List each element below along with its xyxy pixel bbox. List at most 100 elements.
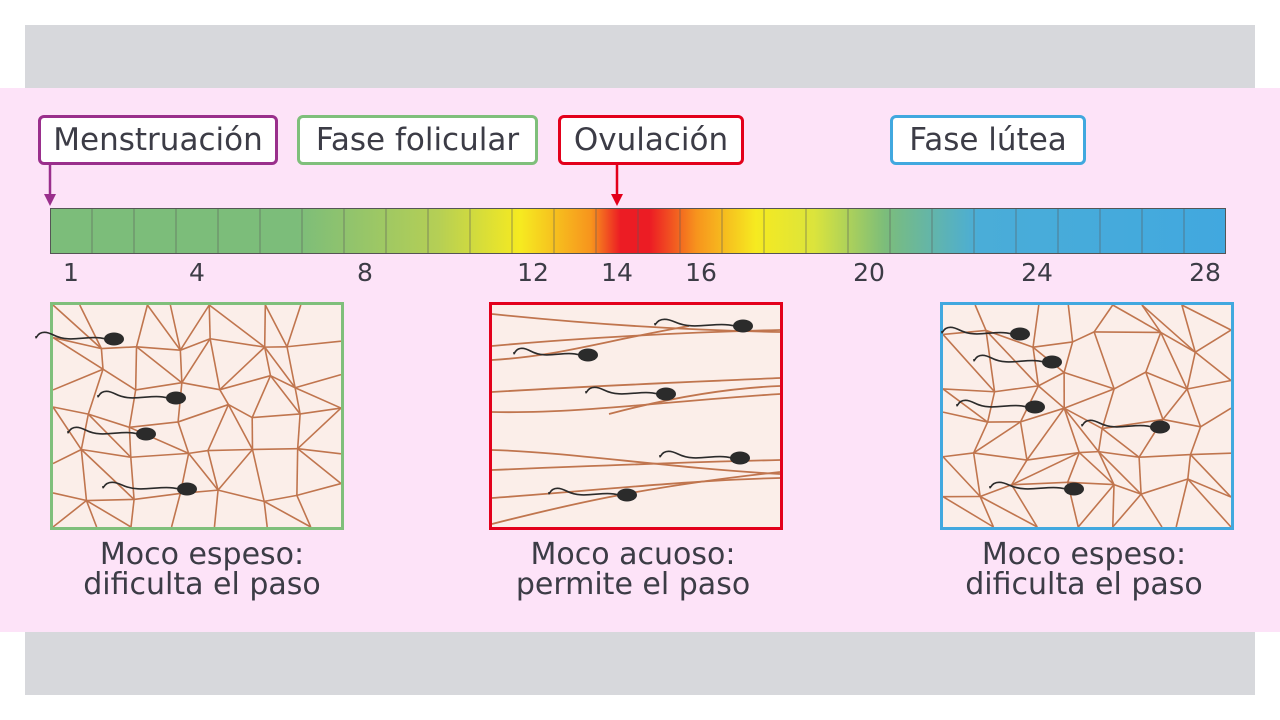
mucus-fiber bbox=[286, 340, 342, 348]
mucus-fiber bbox=[286, 346, 296, 388]
mucus-fiber bbox=[994, 385, 1039, 393]
mucus-fiber bbox=[217, 448, 254, 491]
mucus-fiber bbox=[942, 456, 981, 498]
mucus-fiber bbox=[297, 448, 342, 485]
mucus-fiber bbox=[52, 406, 89, 415]
mucus-fiber bbox=[135, 381, 182, 391]
mucus-panel-thick-right bbox=[940, 302, 1234, 530]
label-ovulacion: Ovulación bbox=[558, 115, 744, 165]
mucus-fiber bbox=[491, 471, 781, 525]
mucus-fiber bbox=[294, 387, 342, 409]
mucus-fiber bbox=[181, 338, 211, 384]
mucus-fiber bbox=[188, 452, 219, 491]
mucus-fiber bbox=[1101, 427, 1140, 458]
mucus-fiber bbox=[52, 406, 82, 450]
mucus-fiber bbox=[979, 484, 1012, 498]
mucus-fiber bbox=[101, 345, 137, 350]
mucus-fiber bbox=[169, 304, 182, 351]
day-tick-label: 16 bbox=[685, 258, 717, 287]
mucus-fiber bbox=[1063, 388, 1115, 409]
mucus-fiber bbox=[1181, 304, 1197, 353]
sperm-icon bbox=[513, 347, 598, 362]
mucus-fiber bbox=[1160, 331, 1196, 353]
mucus-fiber bbox=[210, 337, 265, 348]
mucus-fiber bbox=[146, 304, 181, 351]
mucus-fiber bbox=[491, 449, 781, 475]
mucus-fiber bbox=[286, 304, 302, 348]
mucus-fiber bbox=[228, 403, 253, 419]
mucus-fiber bbox=[213, 490, 219, 528]
mucus-fiber bbox=[219, 389, 230, 405]
day-tick-label: 1 bbox=[63, 258, 79, 287]
day-tick-label: 14 bbox=[601, 258, 633, 287]
sperm-icon bbox=[941, 326, 1030, 341]
cycle-bar bbox=[50, 208, 1226, 254]
mucus-fiber bbox=[85, 500, 98, 528]
mucus-fiber bbox=[80, 413, 90, 450]
mucus-fiber bbox=[296, 413, 301, 449]
label-menstruacion: Menstruación bbox=[38, 115, 278, 165]
caption-left-line1: Moco espeso: bbox=[99, 537, 305, 572]
caption-left: Moco espeso: dificulta el paso bbox=[52, 540, 352, 600]
mucus-fiber bbox=[1140, 493, 1163, 528]
mucus-fiber bbox=[1010, 484, 1038, 528]
mucus-fiber bbox=[80, 448, 135, 500]
mucus-fiber bbox=[102, 368, 137, 391]
mucus-fiber bbox=[179, 350, 183, 383]
mucus-fiber bbox=[251, 375, 272, 418]
mucus-fiber bbox=[294, 373, 342, 389]
mucus-fiber bbox=[52, 336, 104, 370]
mucus-fiber bbox=[1077, 484, 1115, 528]
mucus-fiber bbox=[979, 496, 995, 528]
day-tick-label: 28 bbox=[1189, 258, 1221, 287]
mucus-fiber bbox=[177, 403, 229, 423]
mucus-fiber bbox=[973, 452, 1028, 461]
mucus-fiber bbox=[130, 452, 189, 459]
mucus-fiber bbox=[1186, 352, 1197, 390]
mucus-fiber bbox=[608, 385, 781, 415]
mucus-fiber bbox=[208, 304, 266, 348]
mucus-fiber bbox=[128, 389, 137, 428]
mucus-fiber bbox=[1066, 452, 1081, 483]
mucus-fiber bbox=[180, 337, 211, 351]
mucus-fiber bbox=[1011, 451, 1080, 486]
mucus-fiber bbox=[1145, 332, 1162, 373]
mucus-fiber bbox=[86, 498, 135, 502]
mucus-fiber bbox=[263, 501, 268, 528]
sperm-icon bbox=[548, 487, 637, 502]
day-tick-label: 24 bbox=[1021, 258, 1053, 287]
mucus-fiber bbox=[251, 449, 265, 502]
mucus-fiber bbox=[1063, 407, 1081, 453]
mucus-fiber bbox=[491, 377, 781, 393]
mucus-fiber bbox=[1186, 388, 1202, 428]
mucus-fiber bbox=[1162, 388, 1188, 420]
caption-middle-line1: Moco acuoso: bbox=[530, 537, 736, 572]
mucus-fiber bbox=[1032, 341, 1073, 348]
mucus-fiber bbox=[491, 325, 690, 361]
mucus-fiber bbox=[52, 492, 87, 502]
mucus-fiber bbox=[1101, 388, 1115, 429]
mucus-fiber bbox=[1072, 331, 1095, 343]
caption-right-line1: Moco espeso: bbox=[981, 537, 1187, 572]
sperm-icon bbox=[102, 481, 197, 496]
mucus-fiber bbox=[1194, 351, 1232, 382]
mucus-fiber bbox=[252, 447, 298, 451]
mucus-fiber bbox=[52, 499, 87, 528]
mucus-fiber bbox=[263, 346, 272, 376]
mucus-fiber bbox=[87, 413, 132, 458]
mucus-fiber bbox=[219, 374, 271, 391]
mucus-fiber bbox=[1098, 450, 1140, 459]
mucus-fiber bbox=[130, 499, 135, 528]
mucus-fiber bbox=[1020, 407, 1065, 423]
day-tick-label: 4 bbox=[189, 258, 205, 287]
mucus-fiber bbox=[296, 482, 342, 497]
mucus-fiber bbox=[1112, 493, 1142, 528]
mucus-fiber bbox=[1140, 478, 1189, 495]
day-tick-label: 20 bbox=[853, 258, 885, 287]
mucus-fiber bbox=[1113, 483, 1142, 495]
label-fase-folicular: Fase folicular bbox=[297, 115, 538, 165]
mucus-fiber bbox=[129, 421, 179, 429]
mucus-fiber bbox=[209, 338, 221, 390]
mucus-fiber bbox=[136, 346, 183, 384]
mucus-fiber bbox=[217, 489, 265, 503]
